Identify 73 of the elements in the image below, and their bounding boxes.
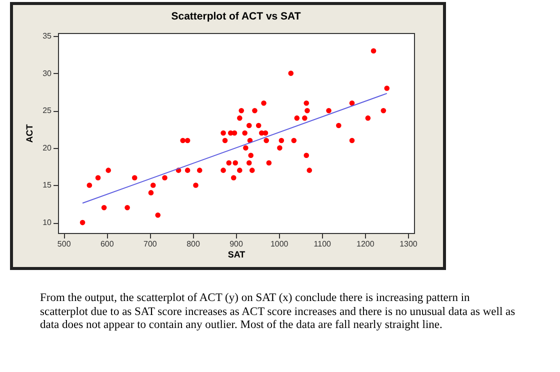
x-tick-label: 1100 bbox=[314, 240, 332, 248]
point bbox=[124, 204, 130, 210]
point bbox=[249, 168, 255, 173]
point bbox=[291, 138, 297, 144]
point bbox=[246, 160, 252, 166]
point bbox=[248, 152, 254, 158]
y-tick-label: 20 bbox=[42, 143, 52, 152]
point bbox=[237, 115, 242, 121]
y-tick-label: 10 bbox=[42, 218, 52, 228]
point bbox=[261, 100, 266, 106]
x-tick-label: 1300 bbox=[400, 240, 418, 248]
y-tick-label: 15 bbox=[42, 180, 52, 190]
point bbox=[288, 70, 294, 76]
point bbox=[336, 122, 342, 128]
point bbox=[193, 182, 198, 188]
point bbox=[184, 138, 190, 144]
x-tick-label: 900 bbox=[230, 240, 244, 248]
point bbox=[86, 182, 92, 188]
point bbox=[326, 108, 332, 114]
point bbox=[277, 145, 282, 151]
point bbox=[256, 122, 262, 128]
point bbox=[162, 175, 168, 180]
point bbox=[302, 115, 308, 121]
point bbox=[252, 108, 258, 114]
point bbox=[278, 138, 284, 144]
x-tick-label: 800 bbox=[186, 240, 200, 248]
point bbox=[243, 145, 248, 151]
point bbox=[304, 100, 310, 106]
text: From the output, the scatterplot of ACT (y) on SAT (x) conclude there is increasing pattern in scatterplot due to as SAT score increases as ACT score increases and there is no unusual data as well as data does not appear to contain any outlier. Most of the data are fall nearly straight line. bbox=[40, 292, 516, 332]
y-tick-label: 30 bbox=[42, 68, 52, 78]
point bbox=[226, 160, 232, 166]
point bbox=[266, 160, 272, 166]
point bbox=[232, 160, 238, 166]
point bbox=[106, 168, 112, 173]
point bbox=[306, 168, 312, 173]
point bbox=[220, 168, 226, 173]
point bbox=[242, 130, 248, 136]
x-tick-label: 500 bbox=[57, 240, 72, 248]
point bbox=[222, 138, 228, 144]
point bbox=[196, 168, 202, 173]
point bbox=[95, 175, 101, 180]
point bbox=[304, 108, 310, 114]
point bbox=[264, 138, 269, 144]
x-tick-label: 700 bbox=[144, 240, 158, 248]
point bbox=[380, 108, 386, 114]
point bbox=[349, 100, 355, 106]
point bbox=[246, 122, 252, 128]
point bbox=[220, 130, 226, 136]
point bbox=[150, 182, 156, 188]
point bbox=[155, 212, 161, 218]
point bbox=[349, 138, 355, 144]
point bbox=[384, 86, 390, 91]
point bbox=[238, 108, 244, 114]
point bbox=[304, 152, 310, 158]
point bbox=[230, 175, 236, 180]
point bbox=[101, 204, 107, 210]
point bbox=[180, 138, 186, 144]
y-tick-label: 35 bbox=[42, 31, 52, 40]
x-tick-label: 1200 bbox=[356, 240, 375, 248]
point bbox=[370, 48, 376, 54]
x-axis-title: SAT bbox=[228, 250, 246, 260]
point bbox=[80, 220, 86, 226]
point bbox=[132, 175, 138, 180]
point bbox=[294, 115, 300, 121]
chart-title: Scatterplot of ACT vs SAT bbox=[171, 10, 302, 22]
y-axis-title: ACT bbox=[24, 124, 35, 143]
point bbox=[365, 115, 371, 121]
point bbox=[148, 190, 154, 196]
x-tick-label: 600 bbox=[100, 240, 114, 248]
point bbox=[184, 168, 190, 173]
x-tick-label: 1000 bbox=[270, 240, 289, 248]
y-tick-label: 25 bbox=[42, 106, 52, 116]
point bbox=[237, 168, 242, 173]
